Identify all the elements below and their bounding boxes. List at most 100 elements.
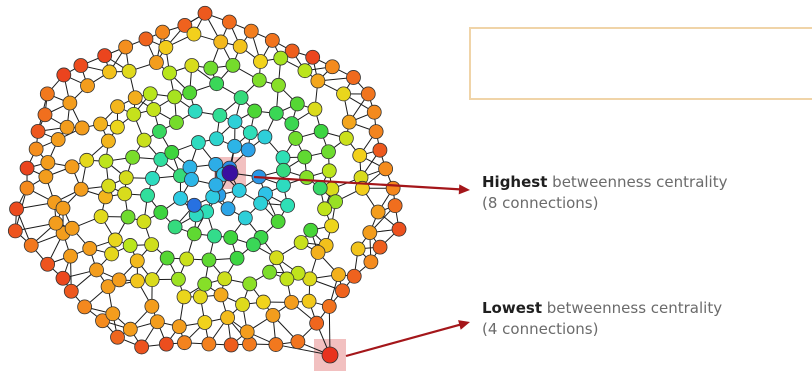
- arrow-to-lowest: [345, 323, 461, 358]
- network-node: [279, 271, 295, 287]
- network-node: [50, 132, 66, 147]
- network-node: [276, 162, 291, 178]
- network-node: [102, 64, 117, 80]
- network-node: [177, 335, 192, 351]
- network-node: [145, 171, 160, 186]
- network-node: [104, 246, 120, 262]
- network-node: [19, 160, 35, 176]
- network-node: [125, 149, 141, 165]
- network-node: [310, 245, 326, 260]
- network-node: [186, 226, 202, 242]
- network-node: [62, 95, 78, 111]
- network-node: [109, 119, 125, 135]
- network-node: [105, 306, 121, 322]
- network-node: [209, 76, 225, 92]
- network-node: [197, 276, 213, 292]
- network-node: [110, 329, 125, 345]
- network-node: [233, 90, 249, 106]
- callout-highest-bold: Highest: [482, 173, 548, 191]
- network-node: [346, 268, 362, 284]
- network-node: [190, 135, 206, 150]
- network-node: [55, 270, 71, 286]
- network-node: [153, 205, 169, 220]
- network-node: [271, 77, 286, 93]
- network-node: [251, 72, 267, 88]
- network-node: [184, 172, 199, 187]
- network-node: [118, 39, 134, 55]
- network-node: [197, 315, 213, 330]
- network-node: [360, 86, 376, 102]
- network-node: [247, 103, 263, 119]
- callout-lowest-text: betweenness centrality: [546, 299, 723, 317]
- network-node: [313, 123, 329, 139]
- network-node: [307, 101, 323, 117]
- network-node: [122, 321, 138, 337]
- network-node: [336, 86, 351, 102]
- network-node: [387, 198, 403, 214]
- network-node: [152, 124, 167, 139]
- callout-highest: Highest betweenness centrality (8 connec…: [482, 172, 727, 214]
- network-node: [208, 157, 224, 172]
- network-node: [301, 293, 317, 309]
- network-node: [368, 124, 384, 140]
- network-node: [269, 250, 284, 266]
- network-node: [19, 180, 35, 196]
- network-node: [89, 262, 104, 278]
- arrow-to-highest: [253, 175, 461, 191]
- network-node: [74, 120, 90, 136]
- network-node: [158, 336, 174, 352]
- network-node: [201, 336, 217, 352]
- network-node: [144, 272, 160, 288]
- network-node: [30, 123, 46, 139]
- network-node: [232, 38, 248, 54]
- network-node: [39, 86, 55, 102]
- network-node: [55, 200, 71, 216]
- network-node: [284, 294, 299, 310]
- network-node: [362, 225, 378, 241]
- network-node: [273, 50, 289, 66]
- network-node: [242, 125, 258, 141]
- network-node: [158, 40, 174, 55]
- network-node: [93, 116, 108, 132]
- network-node: [324, 218, 340, 234]
- network-node: [130, 273, 145, 289]
- network-node: [184, 58, 200, 73]
- network-node: [293, 235, 309, 250]
- network-node: [95, 313, 110, 329]
- network-node: [220, 201, 236, 217]
- network-node: [73, 181, 89, 197]
- lowest-centrality-node: [321, 346, 339, 364]
- network-node: [63, 283, 79, 299]
- network-node: [100, 133, 116, 149]
- network-node: [201, 252, 217, 268]
- network-node: [370, 204, 386, 220]
- network-node: [391, 221, 407, 237]
- network-node: [40, 256, 56, 272]
- network-node: [227, 138, 243, 154]
- network-node: [37, 107, 53, 123]
- network-node: [129, 253, 145, 269]
- network-node: [122, 238, 138, 253]
- network-node: [140, 187, 155, 203]
- network-node: [144, 237, 160, 253]
- network-node: [235, 297, 250, 312]
- network-node: [98, 153, 114, 169]
- network-node: [186, 26, 202, 42]
- network-node: [63, 248, 78, 264]
- network-node: [243, 23, 259, 39]
- network-node: [79, 152, 95, 168]
- network-node: [346, 70, 361, 85]
- callout-highest-text: betweenness centrality: [552, 173, 728, 191]
- network-node: [227, 114, 243, 130]
- callout-lowest-line: Lowest betweenness centrality: [482, 298, 722, 319]
- network-node: [257, 129, 273, 145]
- network-node: [328, 194, 343, 210]
- network-node: [149, 55, 164, 70]
- network-node: [262, 264, 277, 280]
- network-node: [182, 159, 198, 175]
- network-node: [159, 250, 175, 266]
- network-node: [93, 209, 109, 224]
- network-node: [120, 209, 136, 225]
- network-node: [223, 230, 239, 245]
- network-node: [275, 150, 291, 166]
